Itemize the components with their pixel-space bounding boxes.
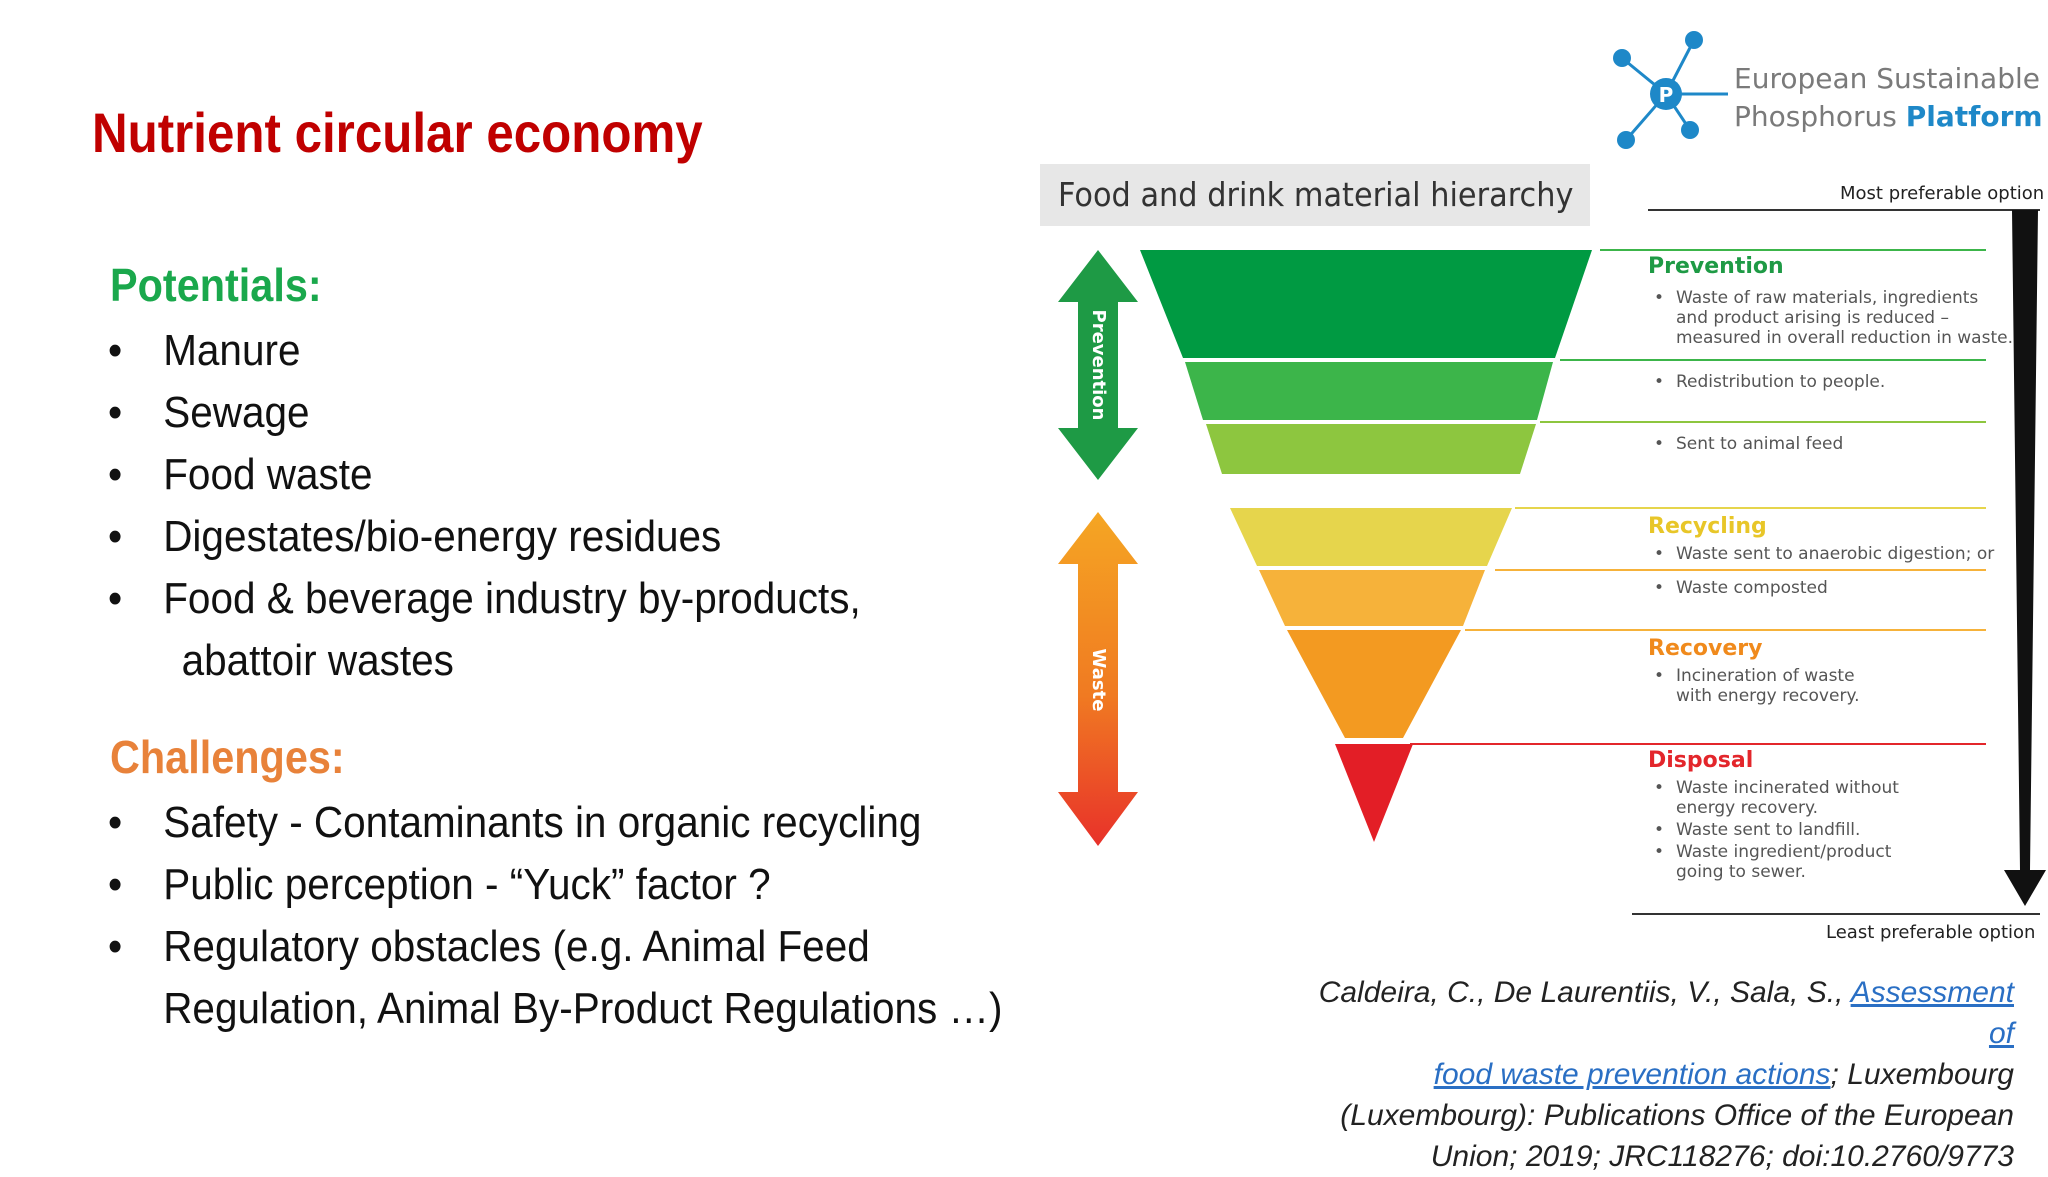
citation-line2: food waste prevention actions; Luxembour…: [1433, 1058, 2014, 1091]
prevention-arrow-label: Prevention: [1088, 310, 1109, 421]
challenges-list: • Safety - Contaminants in organic recycl…: [108, 792, 1080, 1040]
list-item: • Sewage: [108, 388, 310, 437]
preference-arrow-icon: [2004, 210, 2046, 906]
item-prevention-1: • Waste of raw materials, ingredients an…: [1654, 288, 2013, 348]
funnel-segment-redistribution: [1185, 362, 1553, 420]
list-item-continuation: abattoir wastes: [181, 636, 454, 685]
funnel-segment-anaerobic: [1230, 508, 1512, 566]
potentials-heading: Potentials:: [110, 259, 322, 311]
funnel-segment-animal-feed: [1206, 424, 1536, 474]
potentials-list: • Manure • Sewage • Food waste • Digestates/…: [108, 320, 926, 692]
list-item: • Regulatory obstacles (e.g. Animal Feed: [108, 922, 870, 971]
phosphorus-platform-logo-icon: P: [1613, 31, 1728, 149]
item-landfill: • Waste sent to landfill.: [1654, 820, 1861, 840]
item-sewer: • Waste ingredient/product going to sewe…: [1654, 842, 1892, 882]
least-preferable-label: Least preferable option: [1826, 922, 2036, 943]
funnel-segment-disposal: [1335, 744, 1413, 842]
citation-line1: Caldeira, C., De Laurentiis, V., Sala, S…: [1318, 976, 2014, 1050]
funnel-segment-recovery: [1287, 630, 1461, 738]
list-item-continuation: Regulation, Animal By-Product Regulation…: [163, 984, 1003, 1033]
item-incinerated-no-recovery: • Waste incinerated without energy recov…: [1654, 778, 1899, 818]
list-item: • Food & beverage industry by-products,: [108, 574, 861, 623]
item-animal-feed: • Sent to animal feed: [1654, 434, 1844, 454]
citation-line4: Union; 2019; JRC118276; doi:10.2760/9773: [1430, 1140, 2014, 1173]
slide-title: Nutrient circular economy: [92, 101, 703, 164]
funnel-segment-composted: [1259, 570, 1485, 626]
section-recovery: Recovery: [1648, 636, 1763, 661]
logo-text: European Sustainable Phosphorus Platform: [1734, 60, 2043, 136]
waste-arrow-icon: [1058, 512, 1138, 846]
funnel-segment-prevention: [1140, 250, 1592, 358]
list-item: • Public perception - “Yuck” factor ?: [108, 860, 771, 909]
section-prevention: Prevention: [1648, 254, 1784, 279]
diagram-title: Food and drink material hierarchy: [1058, 175, 1574, 214]
logo-line2: Phosphorus Platform: [1734, 100, 2043, 133]
item-anaerobic: • Waste sent to anaerobic digestion; or: [1654, 544, 1995, 564]
citation: Caldeira, C., De Laurentiis, V., Sala, S…: [1294, 972, 2014, 1177]
item-redistribution: • Redistribution to people.: [1654, 372, 1886, 392]
list-item: • Manure: [108, 326, 301, 375]
citation-link[interactable]: Assessment of: [1850, 976, 2014, 1050]
diagram-title-box: [1040, 164, 1590, 226]
logo-letter: P: [1659, 83, 1674, 107]
prevention-arrow-icon: [1058, 250, 1138, 480]
citation-link-cont[interactable]: food waste prevention actions: [1433, 1058, 1831, 1091]
item-composted: • Waste composted: [1654, 578, 1828, 598]
citation-line3: (Luxembourg): Publications Office of the…: [1340, 1099, 2014, 1132]
list-item: • Safety - Contaminants in organic recycl…: [108, 798, 922, 847]
item-incineration-recovery: • Incineration of waste with energy reco…: [1654, 666, 1860, 706]
list-item: • Food waste: [108, 450, 373, 499]
challenges-heading: Challenges:: [110, 731, 345, 783]
section-recycling: Recycling: [1648, 514, 1767, 539]
hierarchy-diagram: Prevention Waste: [1058, 209, 2046, 915]
list-item: • Digestates/bio-energy residues: [108, 512, 722, 561]
logo-line1: European Sustainable: [1734, 62, 2040, 95]
section-disposal: Disposal: [1648, 748, 1754, 773]
waste-arrow-label: Waste: [1088, 649, 1109, 712]
most-preferable-label: Most preferable option: [1840, 183, 2045, 204]
